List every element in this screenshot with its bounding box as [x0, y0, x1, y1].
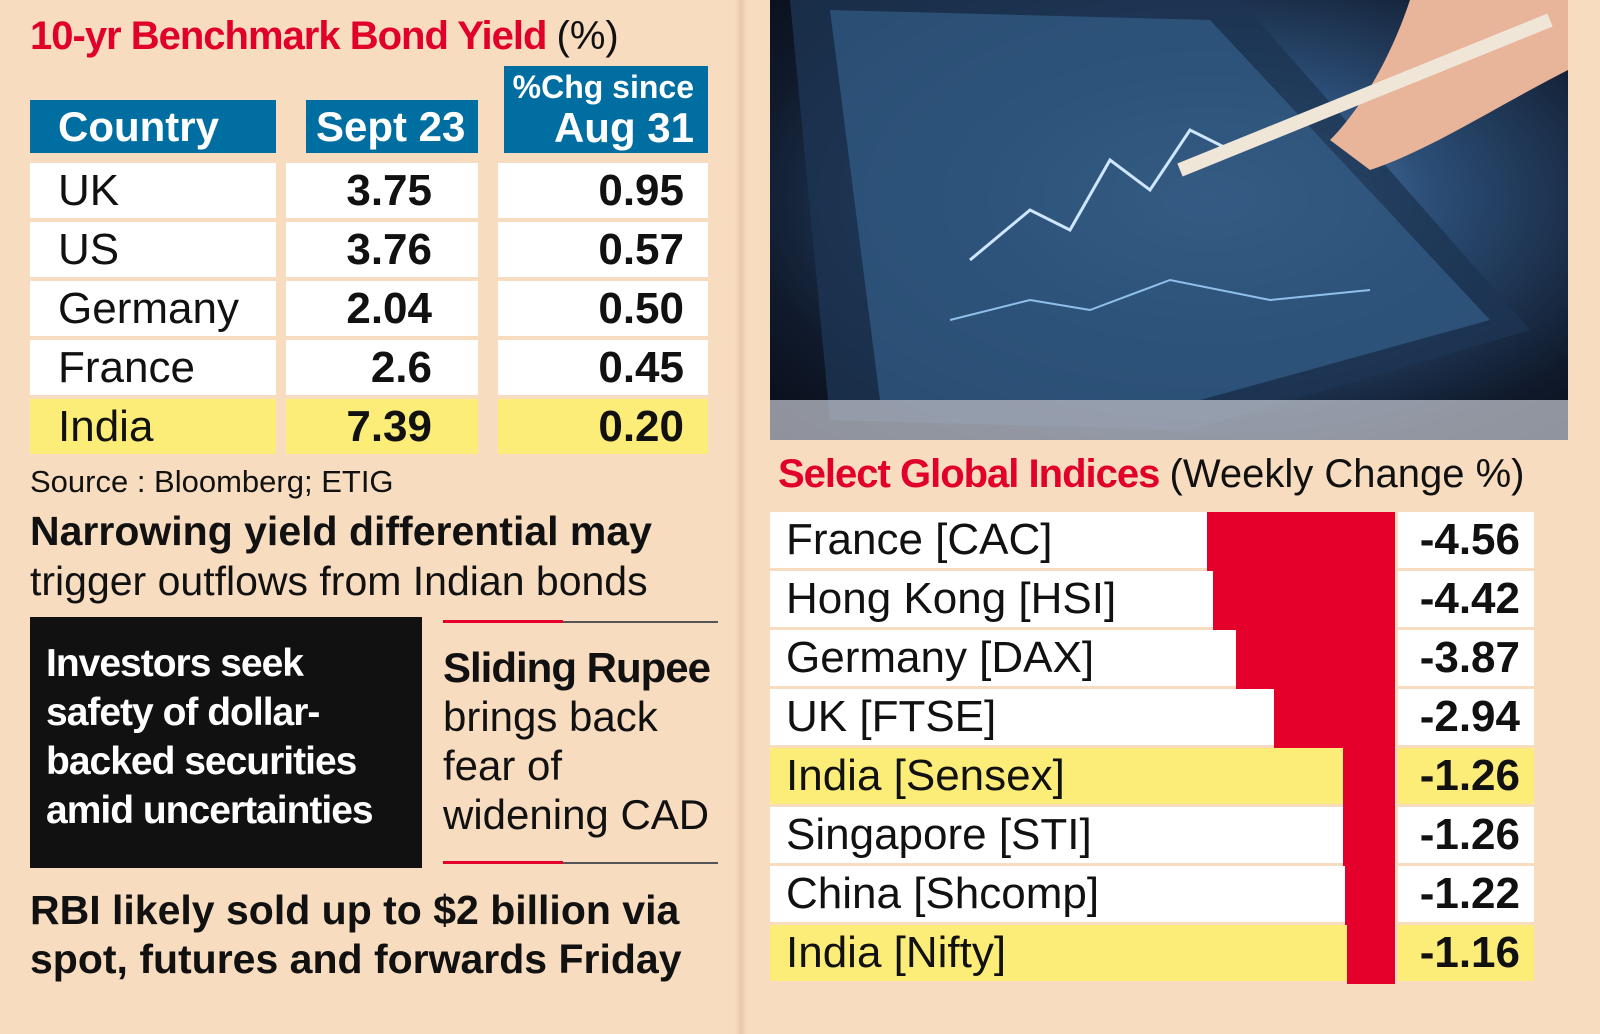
bar	[1207, 512, 1395, 571]
chart-title-wrap: Select Global Indices (Weekly Change %)	[778, 452, 1568, 502]
bar-value-label: -2.94	[1398, 689, 1534, 745]
bar-category-row: India [Sensex]	[770, 748, 1175, 804]
bar	[1273, 689, 1395, 748]
tablet-stock-chart-photo	[770, 0, 1568, 440]
rule-gray	[563, 862, 718, 864]
header-country: Country	[30, 100, 276, 153]
chart-title: Select Global Indices (Weekly Change %)	[778, 452, 1524, 497]
chart-title-text: Select Global Indices	[778, 452, 1160, 496]
rule-gray	[563, 621, 718, 623]
column-divider	[735, 0, 747, 1034]
rule-red	[443, 620, 563, 623]
cell-country: US	[30, 222, 276, 277]
header-chg-line1: %Chg since	[512, 69, 694, 105]
rupee-line: fear of	[443, 742, 563, 789]
bar-category-row: China [Shcomp]	[770, 866, 1175, 922]
bar	[1343, 807, 1395, 866]
bar-category-row: Hong Kong [HSI]	[770, 571, 1175, 627]
cell-chg: 0.50	[498, 281, 708, 336]
tablet-illustration-icon	[770, 0, 1568, 440]
footer-line: RBI likely sold up to $2 billion via	[30, 887, 680, 933]
bar-value-label: -1.16	[1398, 925, 1534, 981]
cell-chg: 0.20	[498, 399, 708, 454]
bar-category-row: France [CAC]	[770, 512, 1175, 568]
cell-country: France	[30, 340, 276, 395]
bar	[1235, 630, 1395, 689]
cell-chg: 0.45	[498, 340, 708, 395]
bar-category-label: UK [FTSE]	[786, 692, 997, 741]
bar-value-label: -3.87	[1398, 630, 1534, 686]
cell-country: India	[30, 399, 276, 454]
cell-chg: 0.95	[498, 163, 708, 218]
chart-subtitle: (Weekly Change %)	[1169, 452, 1525, 496]
cell-chg: 0.57	[498, 222, 708, 277]
bar	[1343, 748, 1395, 807]
cell-country: Germany	[30, 281, 276, 336]
callout-line: safety of dollar-	[46, 691, 320, 734]
bar-category-label: China [Shcomp]	[786, 869, 1100, 918]
cell-sept23: 2.04	[286, 281, 478, 336]
bond-table-title: 10-yr Benchmark Bond Yield (%)	[30, 14, 619, 59]
callout-line: backed securities	[46, 740, 357, 783]
cell-sept23: 7.39	[286, 399, 478, 454]
footer-text: RBI likely sold up to $2 billion via spo…	[30, 886, 730, 984]
bar-category-row: Singapore [STI]	[770, 807, 1175, 863]
bar-category-label: France [CAC]	[786, 515, 1053, 564]
rule-red	[443, 861, 563, 864]
cell-sept23: 2.6	[286, 340, 478, 395]
bar	[1344, 866, 1395, 925]
cell-country: UK	[30, 163, 276, 218]
bar-value-label: -4.56	[1398, 512, 1534, 568]
rupee-title: Sliding Rupee	[443, 644, 711, 691]
footer-line: spot, futures and forwards Friday	[30, 936, 682, 982]
rupee-line: brings back	[443, 693, 658, 740]
bar-category-label: India [Nifty]	[786, 928, 1007, 977]
bar-category-label: Singapore [STI]	[786, 810, 1092, 859]
headline-bold: Narrowing yield differential may	[30, 508, 652, 554]
rupee-line: widening CAD	[443, 791, 710, 838]
bar-value-label: -1.26	[1398, 807, 1534, 863]
header-chg-line2: Aug 31	[553, 104, 694, 151]
callout-line: amid uncertainties	[46, 789, 374, 832]
rupee-callout: Sliding Rupee brings back fear of wideni…	[443, 643, 728, 839]
headline-regular: trigger outflows from Indian bonds	[30, 558, 648, 604]
bar-category-label: India [Sensex]	[786, 751, 1065, 800]
bar-value-label: -1.26	[1398, 748, 1534, 804]
bond-table-title-text: 10-yr Benchmark Bond Yield	[30, 14, 547, 58]
cell-sept23: 3.76	[286, 222, 478, 277]
bar	[1347, 925, 1395, 984]
callout-line: Investors seek	[46, 642, 304, 685]
bar-value-label: -1.22	[1398, 866, 1534, 922]
header-chg: %Chg since Aug 31	[504, 66, 708, 153]
source-note: Source : Bloomberg; ETIG	[30, 464, 394, 499]
bond-table-title-wrap: 10-yr Benchmark Bond Yield (%)	[30, 14, 730, 64]
bar-value-label: -4.42	[1398, 571, 1534, 627]
bar-category-label: Germany [DAX]	[786, 633, 1095, 682]
bar-category-label: Hong Kong [HSI]	[786, 574, 1117, 623]
bar	[1212, 571, 1395, 630]
header-sept23: Sept 23	[306, 100, 478, 153]
cell-sept23: 3.75	[286, 163, 478, 218]
bar-category-row: India [Nifty]	[770, 925, 1175, 981]
bond-table-title-unit: (%)	[556, 14, 619, 58]
bar-category-row: Germany [DAX]	[770, 630, 1175, 686]
black-callout-box: Investors seek safety of dollar- backed …	[30, 617, 422, 868]
bar-category-row: UK [FTSE]	[770, 689, 1175, 745]
